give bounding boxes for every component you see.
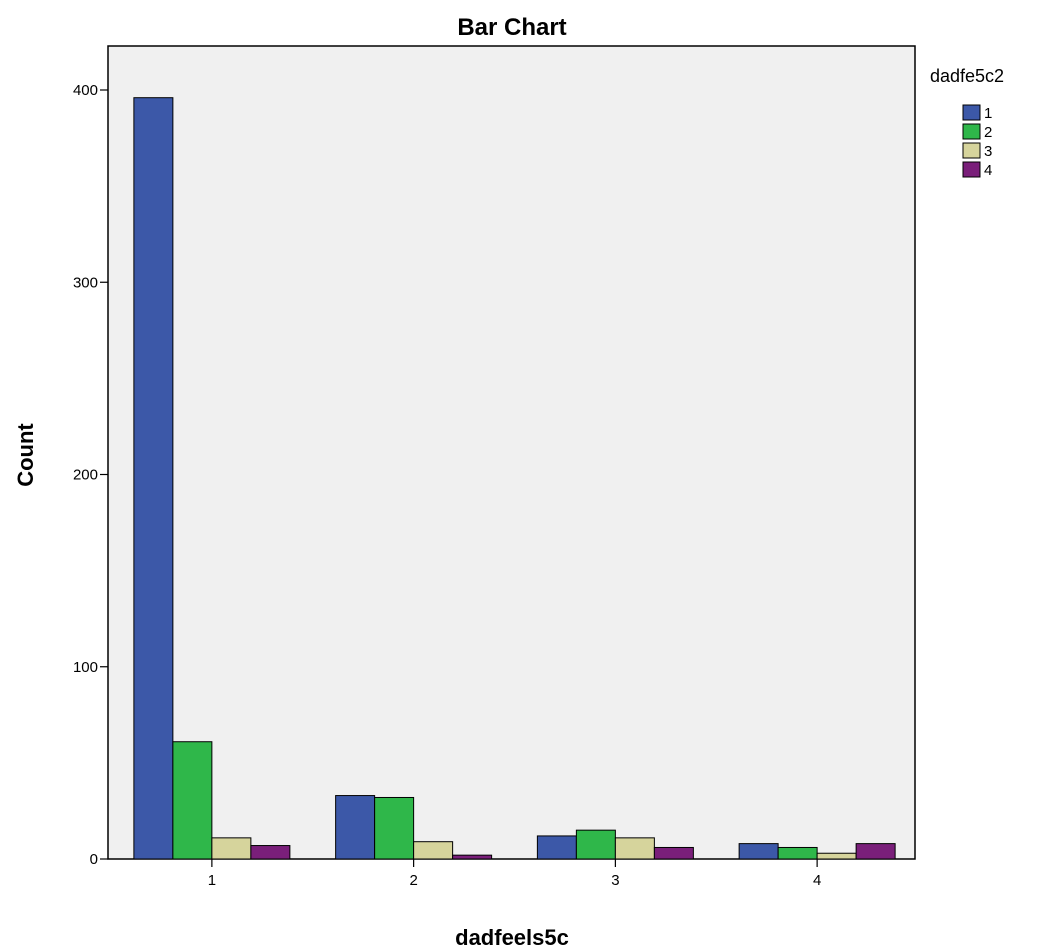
legend-label: 2 <box>984 124 992 141</box>
bar-series-4-category-2 <box>452 854 493 860</box>
legend-label: 4 <box>984 162 992 179</box>
bars <box>133 97 896 860</box>
bar-series-4-category-3 <box>653 846 694 860</box>
bar-series-4-category-4 <box>855 843 896 860</box>
y-tick-label: 100 <box>73 659 98 676</box>
legend-swatch <box>962 142 981 159</box>
x-tick-label: 3 <box>611 872 619 889</box>
bar-series-3-category-2 <box>413 841 454 860</box>
legend-swatch <box>962 123 981 140</box>
y-axis-label: Count <box>13 423 38 487</box>
plot-area <box>107 45 916 860</box>
chart-title: Bar Chart <box>457 14 566 41</box>
bar-series-3-category-4 <box>816 852 857 860</box>
bar-series-2-category-2 <box>374 796 415 860</box>
x-axis-label: dadfeels5c <box>455 925 569 950</box>
legend-swatch <box>962 104 981 121</box>
legend-title: dadfe5c2 <box>930 66 1004 86</box>
legend: dadfe5c2 1 2 3 4 <box>930 66 1004 179</box>
y-tick-label: 0 <box>90 851 98 868</box>
x-axis: 1 2 3 4 <box>208 859 821 889</box>
legend-label: 3 <box>984 143 992 160</box>
bar-series-4-category-1 <box>250 845 291 860</box>
bar-series-2-category-1 <box>172 741 213 860</box>
bar-series-1-category-2 <box>335 795 376 860</box>
bar-series-2-category-3 <box>575 829 616 860</box>
y-tick-label: 200 <box>73 467 98 484</box>
y-tick-label: 300 <box>73 274 98 291</box>
bar-series-1-category-1 <box>133 97 174 860</box>
legend-swatch <box>962 161 981 178</box>
legend-label: 1 <box>984 105 992 122</box>
bar-series-1-category-4 <box>738 843 779 860</box>
bar-series-3-category-3 <box>614 837 655 860</box>
x-tick-label: 1 <box>208 872 216 889</box>
y-axis: 0 100 200 300 400 <box>73 82 108 868</box>
bar-series-2-category-4 <box>777 846 818 860</box>
y-tick-label: 400 <box>73 82 98 99</box>
x-tick-label: 2 <box>409 872 417 889</box>
x-tick-label: 4 <box>813 872 821 889</box>
bar-series-3-category-1 <box>211 837 252 860</box>
bar-series-1-category-3 <box>536 835 577 860</box>
